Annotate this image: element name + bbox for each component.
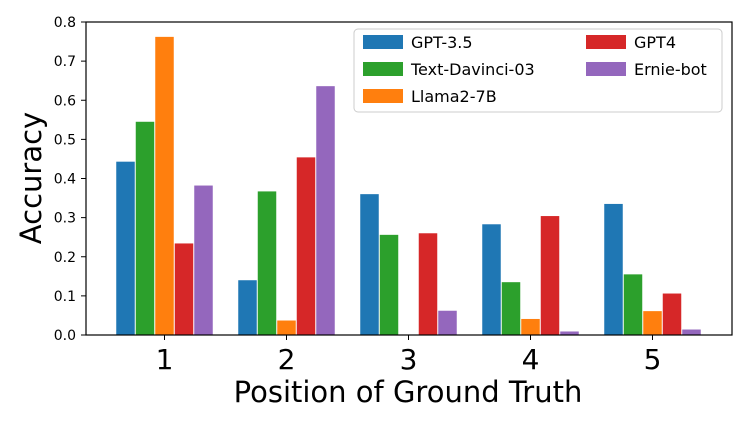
x-tick-label: 2 (278, 343, 296, 376)
legend-swatch-gpt4 (586, 35, 626, 49)
bar-text-davinci-03-4 (501, 282, 521, 335)
bar-gpt4-4 (540, 216, 560, 335)
legend-label-llama2-7b: Llama2-7B (411, 87, 497, 106)
bars-layer (116, 36, 701, 336)
legend-swatch-gpt-3-5 (363, 35, 403, 49)
bar-text-davinci-03-2 (257, 191, 277, 335)
legend: GPT-3.5 Text-Davinci-03 Llama2-7B GPT4 Ernie… (353, 28, 723, 113)
legend-label-text-davinci-03: Text-Davinci-03 (410, 60, 535, 79)
x-tick-label: 4 (522, 343, 540, 376)
y-tick-label: 0.6 (54, 93, 76, 109)
x-tick-label: 3 (400, 343, 418, 376)
axes-layer: 0.0 0.1 0.2 0.3 0.4 0.5 0.6 0.7 0.8 1 2 3 4 5 (54, 15, 733, 376)
legend-swatch-text-davinci-03 (363, 62, 403, 76)
bar-ernie-bot-4 (560, 331, 579, 335)
bar-llama2-7b-4 (521, 318, 540, 335)
bar-gpt-3-5-4 (482, 224, 501, 335)
bar-gpt-3-5-2 (238, 280, 257, 335)
bar-llama2-7b-1 (155, 36, 174, 336)
y-tick-label: 0.8 (54, 15, 76, 31)
bar-gpt-3-5-1 (116, 161, 135, 335)
bar-gpt-3-5-3 (360, 194, 379, 335)
bar-ernie-bot-3 (438, 310, 457, 335)
bar-gpt4-2 (296, 157, 316, 335)
bar-gpt4-1 (174, 243, 194, 335)
bar-text-davinci-03-1 (135, 121, 155, 336)
x-tick-label: 1 (156, 343, 174, 376)
x-axis-label: Position of Ground Truth (234, 375, 583, 409)
bar-llama2-7b-5 (643, 311, 662, 335)
legend-box (353, 28, 723, 113)
bar-llama2-7b-2 (277, 320, 296, 335)
y-tick-label: 0.2 (54, 250, 76, 266)
y-tick-label: 0.4 (54, 172, 76, 188)
legend-swatch-ernie-bot (586, 62, 626, 76)
y-tick-label: 0.5 (54, 132, 76, 148)
legend-label-ernie-bot: Ernie-bot (634, 60, 707, 79)
bar-text-davinci-03-5 (623, 274, 643, 335)
y-tick-label: 0.7 (54, 54, 76, 70)
bar-gpt4-5 (662, 293, 682, 335)
bar-ernie-bot-1 (194, 185, 213, 335)
bar-ernie-bot-5 (682, 329, 701, 335)
y-axis-label: Accuracy (14, 112, 48, 244)
bar-text-davinci-03-3 (379, 234, 399, 335)
bar-gpt-3-5-5 (604, 203, 623, 335)
legend-label-gpt4: GPT4 (634, 33, 676, 52)
x-tick-label: 5 (644, 343, 662, 376)
y-tick-label: 0.3 (54, 211, 76, 227)
y-tick-label: 0.1 (54, 289, 76, 305)
legend-swatch-llama2-7b (363, 89, 403, 103)
y-tick-label: 0.0 (54, 328, 76, 344)
bar-gpt4-3 (418, 233, 438, 335)
legend-label-gpt-3-5: GPT-3.5 (411, 33, 473, 52)
bar-ernie-bot-2 (316, 86, 335, 335)
